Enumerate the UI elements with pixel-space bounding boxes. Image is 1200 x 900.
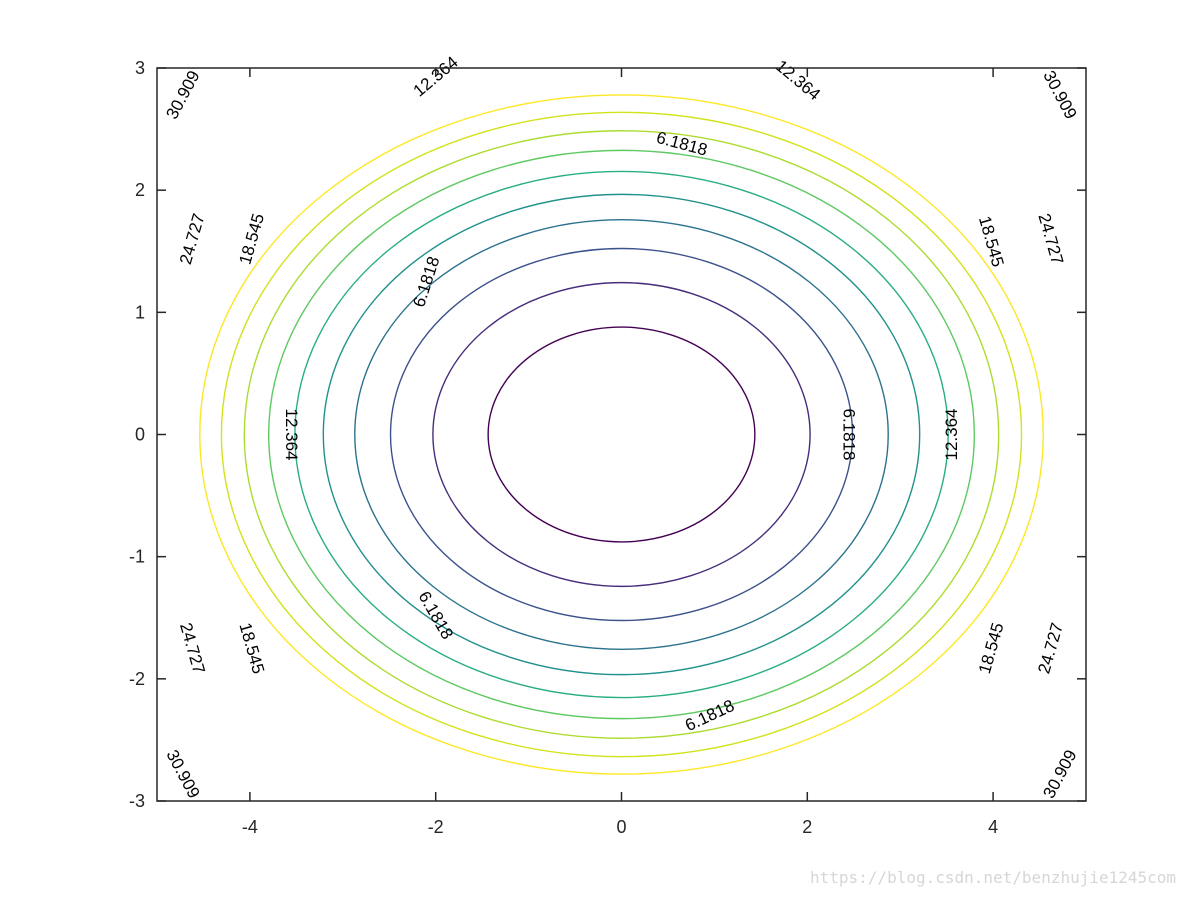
contour-level-10 <box>199 94 1044 775</box>
y-tick-labels: -3 -2 -1 0 1 2 3 <box>129 58 145 811</box>
contour-level-7 <box>267 149 976 720</box>
y-tick-label-1: -3 <box>129 791 145 811</box>
contour-level-3 <box>389 247 854 622</box>
contour-label-15: 12.364 <box>282 409 301 461</box>
contour-level-2 <box>432 281 811 588</box>
plot-area-background <box>157 68 1086 801</box>
y-tick-label-4: 0 <box>135 425 145 445</box>
x-tick-label-1: -4 <box>242 817 258 837</box>
watermark-url: https://blog.csdn.net/benzhujie1245com <box>810 868 1177 887</box>
y-tick-label-7: 3 <box>135 58 145 78</box>
contour-level-1 <box>487 326 756 543</box>
x-tick-label-4: 2 <box>802 817 812 837</box>
x-tick-label-5: 4 <box>988 817 998 837</box>
x-tick-labels: -4 -2 0 2 4 <box>242 817 998 837</box>
contour-level-5 <box>322 193 921 676</box>
x-tick-label-2: -2 <box>428 817 444 837</box>
x-tick-label-3: 0 <box>616 817 626 837</box>
contour-level-6 <box>294 170 949 699</box>
y-tick-label-3: -1 <box>129 547 145 567</box>
contour-level-9 <box>220 111 1023 758</box>
y-tick-label-5: 1 <box>135 302 145 322</box>
contour-level-8 <box>243 130 1000 739</box>
contour-label-16: 12.364 <box>942 409 961 461</box>
axis-ticks <box>157 67 1086 802</box>
contour-label-19: 6.1818 <box>840 409 859 461</box>
y-tick-label-2: -2 <box>129 669 145 689</box>
contour-level-4 <box>354 219 889 650</box>
contour-lines <box>199 94 1044 775</box>
y-tick-label-6: 2 <box>135 180 145 200</box>
